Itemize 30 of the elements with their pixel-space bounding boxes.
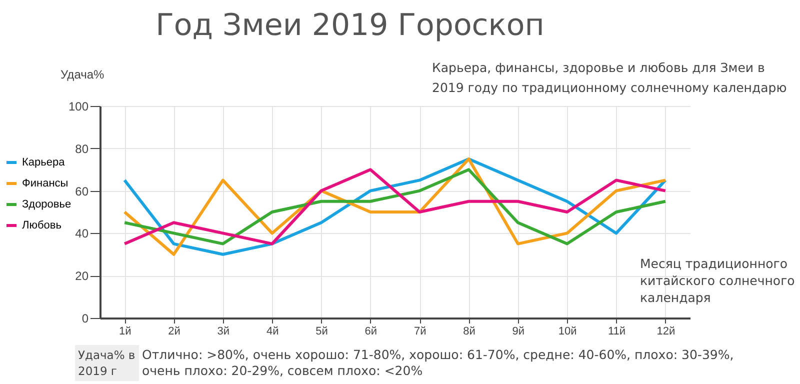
x-tick-label: 10й (558, 326, 577, 338)
x-tick-label: 6й (364, 326, 378, 338)
x-axis-title: Месяц традиционного китайского солнечного календаря (640, 255, 796, 306)
x-tick-label: 4й (266, 326, 279, 338)
legend-label: Карьера (22, 156, 66, 168)
chart-title: Год Змеи 2019 Гороскоп (154, 8, 546, 43)
text: Удача% в 2019 г (75, 345, 139, 381)
x-tick-label: 1й (118, 326, 132, 338)
legend-label: Любовь (22, 220, 62, 232)
legend-label: Здоровье (22, 198, 72, 210)
chart-subtitle: Карьера, финансы, здоровье и любовь для Змеи в 2019 году по традиционному солнечному календарю (432, 59, 788, 97)
y-tick-label: 60 (75, 184, 89, 198)
text: Отлично: >80%, очень хорошо: 71-80%, хорошо: 61-70%, средне: 40-60%, плохо: 30-39%, очень плохо: 20-29%, совсем плохо: <20% (142, 347, 735, 379)
x-tick-label: 11й (608, 326, 626, 338)
x-tick-label: 3й (217, 326, 230, 338)
y-tick-label: 80 (75, 142, 89, 156)
x-tick-label: 8й (463, 326, 476, 338)
y-tick-label: 100 (68, 100, 89, 114)
line-series (123, 168, 667, 246)
legend-label: Финансы (22, 178, 68, 190)
y-tick-label: 0 (82, 312, 89, 326)
x-tick-label: 5й (316, 326, 328, 338)
y-axis-title: Удача% (60, 68, 105, 82)
y-tick-label: 20 (75, 269, 89, 284)
x-tick-label: 2й (168, 326, 180, 338)
x-tick-label: 12й (656, 326, 676, 338)
x-tick-label: 9й (512, 326, 525, 338)
y-tick-label: 40 (75, 226, 89, 241)
x-tick-label: 7й (414, 326, 426, 338)
line-series (123, 158, 667, 256)
